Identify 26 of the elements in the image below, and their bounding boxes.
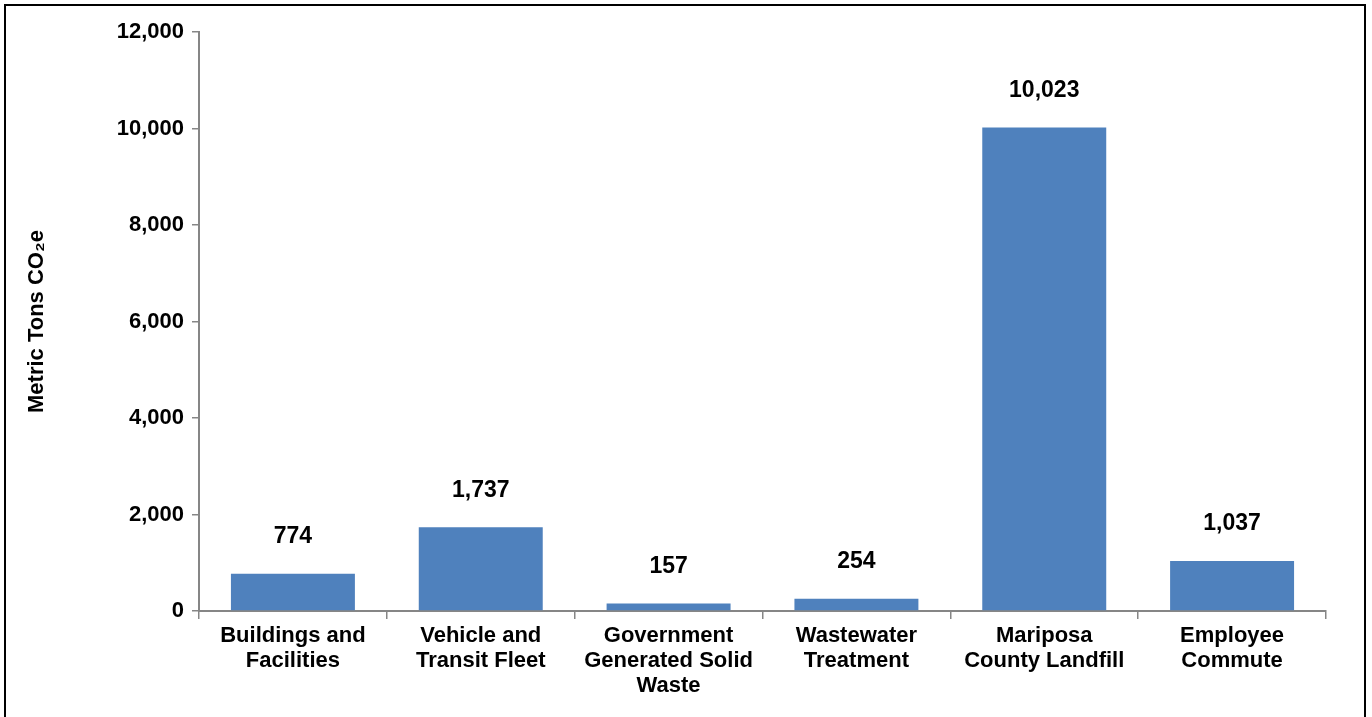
data-label: 774	[273, 522, 313, 548]
bar	[794, 598, 919, 611]
bar	[606, 603, 731, 611]
x-tick-label: Government Generated Solid Waste	[584, 621, 753, 698]
y-tick-label: 2,000	[128, 500, 184, 526]
y-tick-label: 6,000	[128, 307, 184, 333]
bar	[230, 573, 355, 611]
data-label: 1,737	[451, 475, 510, 502]
bar	[1170, 560, 1295, 611]
data-label: 157	[649, 551, 688, 578]
bar	[418, 527, 543, 611]
x-tick-label: Mariposa County Landfill	[964, 621, 1125, 673]
x-tick-label: Employee Commute	[1180, 621, 1285, 673]
y-tick-label: 8,000	[128, 211, 184, 237]
data-label: 254	[837, 547, 876, 574]
y-tick-label: 12,000	[116, 18, 184, 44]
x-tick-label: Wastewater Treatment	[795, 621, 918, 673]
x-tick-label: Buildings and Facilities	[220, 621, 366, 673]
y-tick-label: 10,000	[116, 114, 184, 140]
data-label: 10,023	[1009, 75, 1080, 102]
y-axis-title: Metric Tons CO₂e	[23, 230, 49, 413]
data-label: 1,037	[1203, 509, 1261, 536]
bar	[982, 127, 1107, 611]
y-tick-label: 4,000	[128, 404, 184, 430]
y-tick-label: 0	[171, 597, 184, 623]
x-tick-label: Vehicle and Transit Fleet	[415, 621, 547, 673]
